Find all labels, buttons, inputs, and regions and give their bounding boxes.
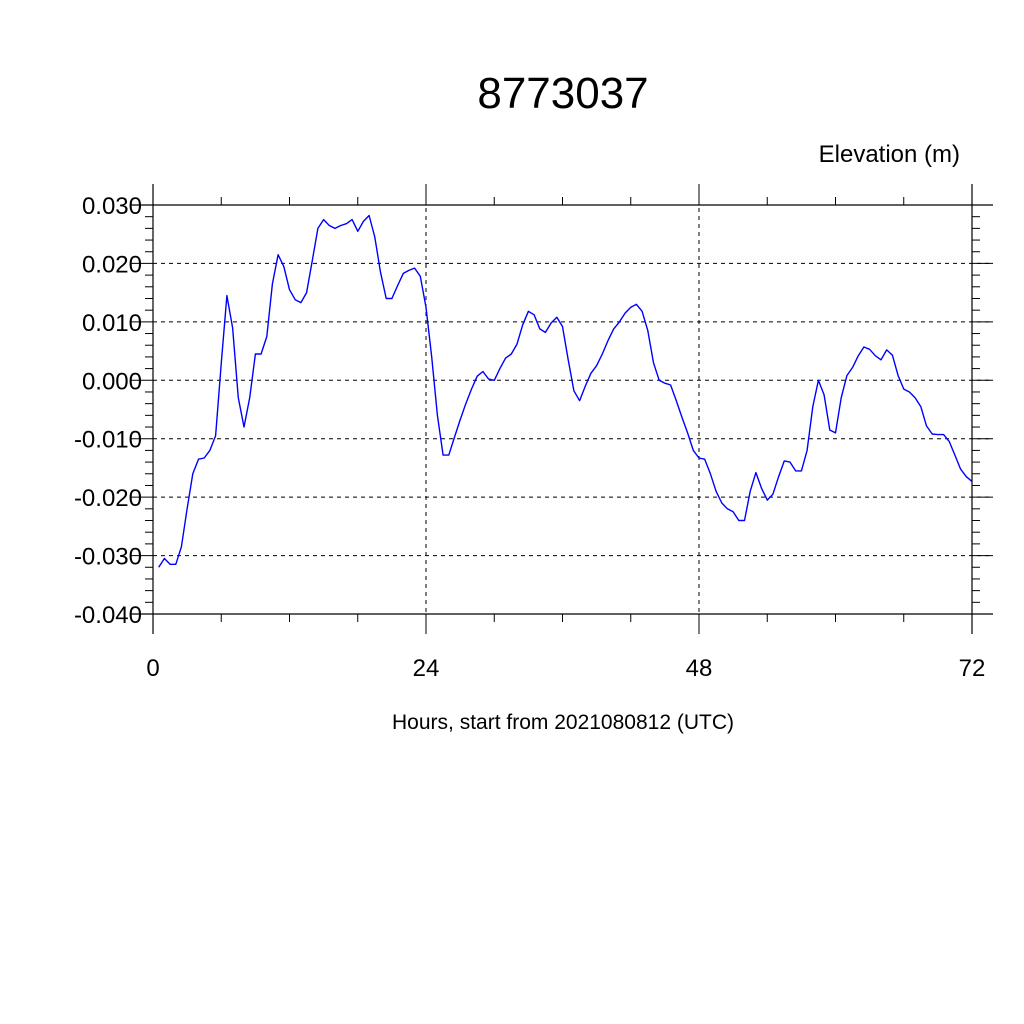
- tick-marks: [131, 184, 993, 634]
- y-tick-label: 0.000: [82, 368, 142, 395]
- x-tick-label: 72: [959, 655, 986, 682]
- tick-labels: 0.030 0.020 0.010 0.000 -0.010 -0.020 -0.030 -0…: [74, 193, 985, 682]
- series-layer: [158, 214, 973, 568]
- x-tick-label: 24: [413, 655, 440, 682]
- y-tick-label: -0.030: [74, 544, 142, 571]
- chart-title: 8773037: [477, 69, 648, 118]
- x-tick-label: 0: [146, 655, 159, 682]
- y-axis-label: Elevation (m): [819, 141, 960, 168]
- y-tick-label: 0.010: [82, 310, 142, 337]
- y-tick-label: -0.020: [74, 485, 142, 512]
- y-tick-label: 0.030: [82, 193, 142, 220]
- x-axis-label: Hours, start from 2021080812 (UTC): [392, 711, 734, 734]
- y-tick-label: -0.010: [74, 427, 142, 454]
- y-tick-label: -0.040: [74, 602, 142, 629]
- series-line: [158, 214, 973, 568]
- x-tick-label: 48: [686, 655, 713, 682]
- y-tick-label: 0.020: [82, 251, 142, 278]
